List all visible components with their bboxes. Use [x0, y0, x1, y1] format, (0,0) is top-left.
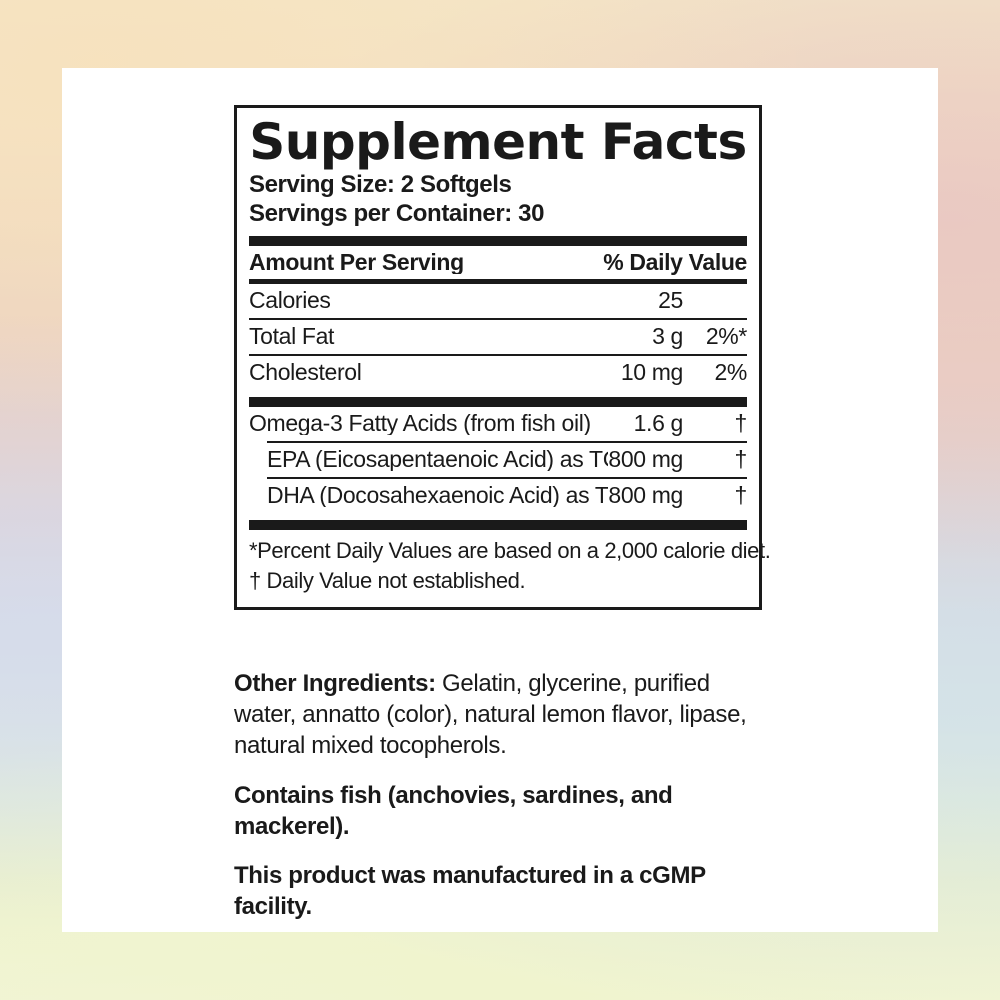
table-row: Calories 25 — [249, 284, 747, 318]
nutrient-name: EPA (Eicosapentaenoic Acid) as TG — [267, 447, 609, 471]
table-row: Omega-3 Fatty Acids (from fish oil) 1.6 … — [249, 407, 747, 441]
table-row: Total Fat 3 g 2%* — [249, 320, 747, 354]
other-ingredients-paragraph: Other Ingredients: Gelatin, glycerine, p… — [234, 668, 774, 762]
footnote-percent-daily-value: *Percent Daily Values are based on a 2,0… — [249, 537, 771, 563]
rule-thin — [267, 476, 747, 479]
supplement-facts-panel: Supplement Facts Serving Size: 2 Softgel… — [234, 105, 771, 610]
rule-thick-bottom — [249, 519, 747, 530]
nutrient-name: Cholesterol — [249, 360, 362, 384]
nutrient-dv: † — [734, 445, 748, 472]
rule-thin — [267, 440, 747, 443]
other-ingredients-text: Gelatin, glycerine, purified water, anna… — [234, 670, 747, 760]
nutrient-name: Omega-3 Fatty Acids (from fish oil) — [249, 411, 591, 435]
serving-size-line: Serving Size: 2 Softgels — [249, 171, 512, 198]
nutrient-name: DHA (Docosahexaenoic Acid) as TG — [267, 483, 609, 507]
gmp-statement: This product was manufactured in a cGMP … — [234, 861, 706, 921]
table-row: EPA (Eicosapentaenoic Acid) as TG 800 mg… — [249, 443, 747, 477]
label-footer-text: Other Ingredients: Gelatin, glycerine, p… — [234, 668, 774, 940]
rule-thin — [249, 353, 747, 356]
nutrient-name: Calories — [249, 288, 331, 312]
rule-thick-top — [249, 235, 747, 246]
nutrient-dv: † — [734, 409, 748, 436]
rule-thick-mid — [249, 396, 747, 407]
other-ingredients-label: Other Ingredients: — [234, 670, 436, 697]
nutrient-dv: 2% — [714, 358, 747, 385]
nutrient-amount: 800 mg — [608, 445, 683, 472]
nutrient-amount: 25 — [658, 286, 683, 313]
nutrient-amount: 800 mg — [608, 481, 683, 508]
rule-medium-header — [249, 278, 747, 284]
footnotes-block: *Percent Daily Values are based on a 2,0… — [249, 530, 771, 597]
daily-value-header: % Daily Value — [603, 248, 747, 275]
nutrient-amount: 10 mg — [620, 358, 684, 385]
nutrient-dv: † — [734, 481, 748, 508]
table-row: Cholesterol 10 mg 2% — [249, 356, 747, 390]
table-row: DHA (Docosahexaenoic Acid) as TG 800 mg … — [249, 479, 747, 513]
servings-per-container-line: Servings per Container: 30 — [249, 200, 545, 228]
contains-allergen-statement: Contains fish (anchovies, sardines, and … — [234, 781, 673, 840]
white-label-card: Supplement Facts Serving Size: 2 Softgel… — [62, 68, 938, 932]
page-title: Supplement Facts — [249, 113, 747, 171]
amount-per-serving-header: Amount Per Serving — [249, 250, 464, 274]
footnote-dagger: † Daily Value not established. — [249, 568, 526, 594]
table-header-row: Amount Per Serving % Daily Value — [249, 246, 747, 279]
rule-thin — [249, 317, 747, 320]
nutrient-amount: 1.6 g — [633, 409, 684, 436]
nutrient-name: Total Fat — [249, 324, 335, 348]
nutrient-amount: 3 g — [652, 322, 683, 349]
nutrient-dv: 2%* — [705, 322, 748, 349]
